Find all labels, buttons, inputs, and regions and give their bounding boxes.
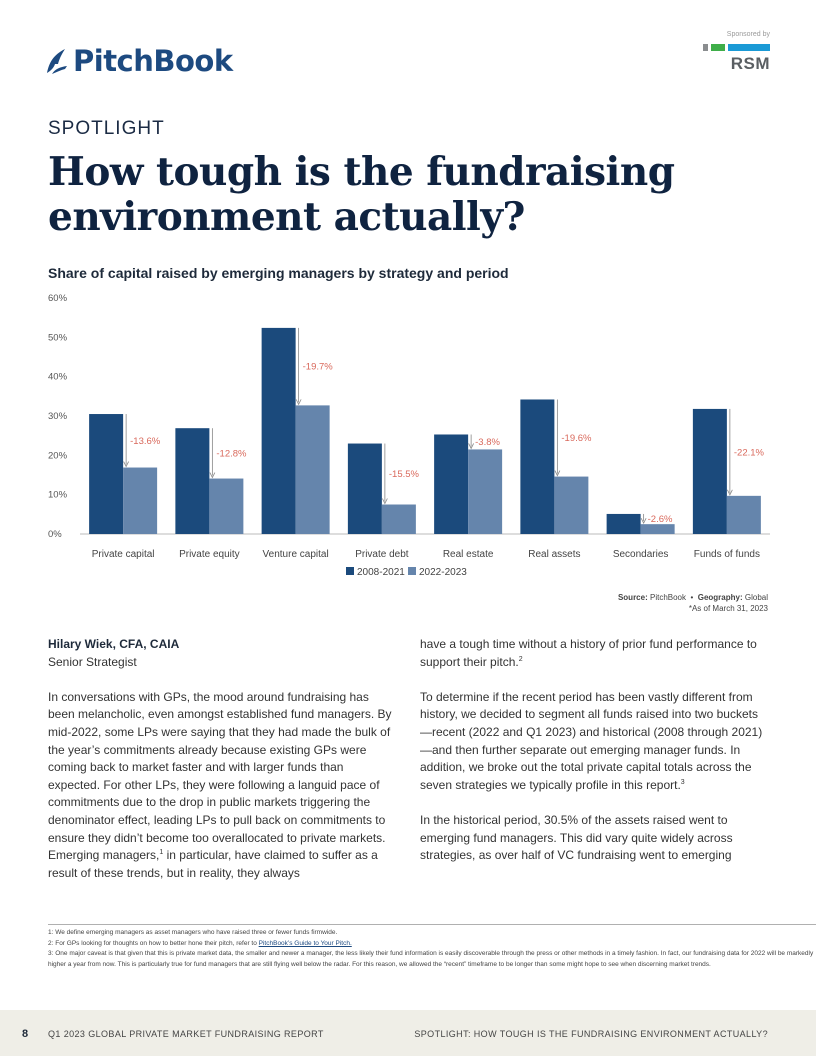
footnote-ref-2[interactable]: 2 <box>518 655 523 663</box>
legend-label: 2022-2023 <box>419 567 467 578</box>
change-arrow-head <box>382 498 388 505</box>
y-tick-label: 50% <box>48 332 68 343</box>
sponsor-color-bars <box>702 44 770 51</box>
pitchbook-logo-icon <box>47 49 67 74</box>
change-label: -3.8% <box>475 437 500 448</box>
legend-swatch <box>408 567 416 575</box>
footnote-ref-3[interactable]: 3 <box>680 778 685 786</box>
footnote-2: 2: For GPs looking for thoughts on how t… <box>48 939 352 947</box>
bar-2008-2021 <box>175 428 210 534</box>
category-label: Secondaries <box>613 549 669 560</box>
bar-2008-2021 <box>434 434 469 534</box>
bar-2022-2023 <box>554 476 589 534</box>
source-value: PitchBook <box>649 593 687 602</box>
section-kicker: SPOTLIGHT <box>48 118 165 139</box>
y-tick-label: 0% <box>48 529 62 540</box>
legend-swatch <box>346 567 354 575</box>
bar-2008-2021 <box>261 327 296 534</box>
page-number: 8 <box>22 1028 29 1040</box>
report-name: Q1 2023 GLOBAL PRIVATE MARKET FUNDRAISIN… <box>48 1029 324 1039</box>
paragraph-1-start: In conversations with GPs, the mood arou… <box>48 689 392 880</box>
change-label: -19.7% <box>303 362 334 373</box>
paragraph-1-end: have a tough time without a history of p… <box>420 637 757 669</box>
bar-2022-2023 <box>726 495 761 534</box>
author-role: Senior Strategist <box>48 654 137 669</box>
source-separator: • <box>690 593 694 602</box>
bar-2022-2023 <box>468 449 503 534</box>
chart-source: Source: PitchBook • Geography: Global *A… <box>618 592 768 614</box>
guide-link[interactable]: PitchBook’s Guide to Your Pitch. <box>258 939 352 947</box>
y-tick-label: 30% <box>48 411 68 422</box>
bar-2022-2023 <box>209 478 244 534</box>
change-arrow-head <box>554 470 561 477</box>
change-label: -13.6% <box>130 436 161 447</box>
sponsor-name: RSM <box>730 54 770 73</box>
article-title: How tough is the fundraising environment… <box>48 149 675 240</box>
bar-2022-2023 <box>295 405 330 534</box>
category-label: Venture capital <box>263 549 329 560</box>
change-arrow-head <box>640 517 647 525</box>
bar-2008-2021 <box>606 513 641 534</box>
y-tick-label: 20% <box>48 450 68 461</box>
change-arrow-head <box>209 472 216 479</box>
paragraph-3: In the historical period, 30.5% of the a… <box>420 812 733 863</box>
category-label: Private equity <box>179 549 240 560</box>
brand-name: PitchBook <box>73 44 233 78</box>
bar-2008-2021 <box>347 443 382 534</box>
as-of-date: *As of March 31, 2023 <box>688 604 768 613</box>
footnote-1: 1: We define emerging managers as asset … <box>48 929 338 936</box>
bar-2022-2023 <box>123 467 158 534</box>
geography-value: Global <box>744 593 768 602</box>
change-label: -2.6% <box>648 514 673 525</box>
footnotes: 1: We define emerging managers as asset … <box>48 924 816 970</box>
footnote-ref-1[interactable]: 1 <box>159 849 164 857</box>
page-footer: 8 Q1 2023 GLOBAL PRIVATE MARKET FUNDRAIS… <box>0 1010 816 1056</box>
chart-title: Share of capital raised by emerging mana… <box>48 265 509 281</box>
geography-label: Geography: <box>697 593 743 602</box>
author-name: Hilary Wiek, CFA, CAIA <box>48 637 180 651</box>
change-label: -22.1% <box>734 447 765 458</box>
bar-chart: 0% 10% 20% 30% 40% 50% 60% -13.6% Private capita… <box>48 293 770 578</box>
bar-2022-2023 <box>381 504 416 534</box>
source-label: Source: <box>617 593 648 602</box>
category-label: Private capital <box>92 549 155 560</box>
footnote-3: 3: One major caveat is that given that t… <box>48 950 814 968</box>
bar-2008-2021 <box>520 399 555 534</box>
y-tick-label: 10% <box>48 490 68 501</box>
bar-2008-2021 <box>692 408 727 534</box>
category-label: Funds of funds <box>694 549 760 560</box>
bar-2008-2021 <box>89 414 124 534</box>
paragraph-2: To determine if the recent period has be… <box>420 689 763 792</box>
change-label: -12.8% <box>216 448 247 459</box>
sponsor-block: Sponsored by RSM <box>702 31 770 74</box>
change-label: -19.6% <box>561 433 592 444</box>
section-name: SPOTLIGHT: HOW TOUGH IS THE FUNDRAISING … <box>414 1029 768 1039</box>
category-label: Private debt <box>355 549 409 560</box>
right-column: have a tough time without a history of p… <box>420 636 766 882</box>
change-arrow-head <box>295 399 302 406</box>
pitchbook-logo: PitchBook <box>43 44 233 78</box>
sponsor-label: Sponsored by <box>726 31 770 38</box>
paragraph-1-cont: in particular, have claimed to suffer as… <box>48 848 378 880</box>
bar-2022-2023 <box>640 524 675 534</box>
y-tick-label: 40% <box>48 372 68 383</box>
change-arrow-head <box>727 489 733 496</box>
change-arrow-head <box>123 461 129 468</box>
left-column: Hilary Wiek, CFA, CAIA Senior Strategist… <box>48 636 394 900</box>
legend-label: 2008-2021 <box>357 567 405 578</box>
change-label: -15.5% <box>389 469 420 480</box>
y-tick-label: 60% <box>48 293 68 304</box>
change-arrow-head <box>468 443 474 450</box>
category-label: Real estate <box>443 549 494 560</box>
category-label: Real assets <box>528 549 580 560</box>
